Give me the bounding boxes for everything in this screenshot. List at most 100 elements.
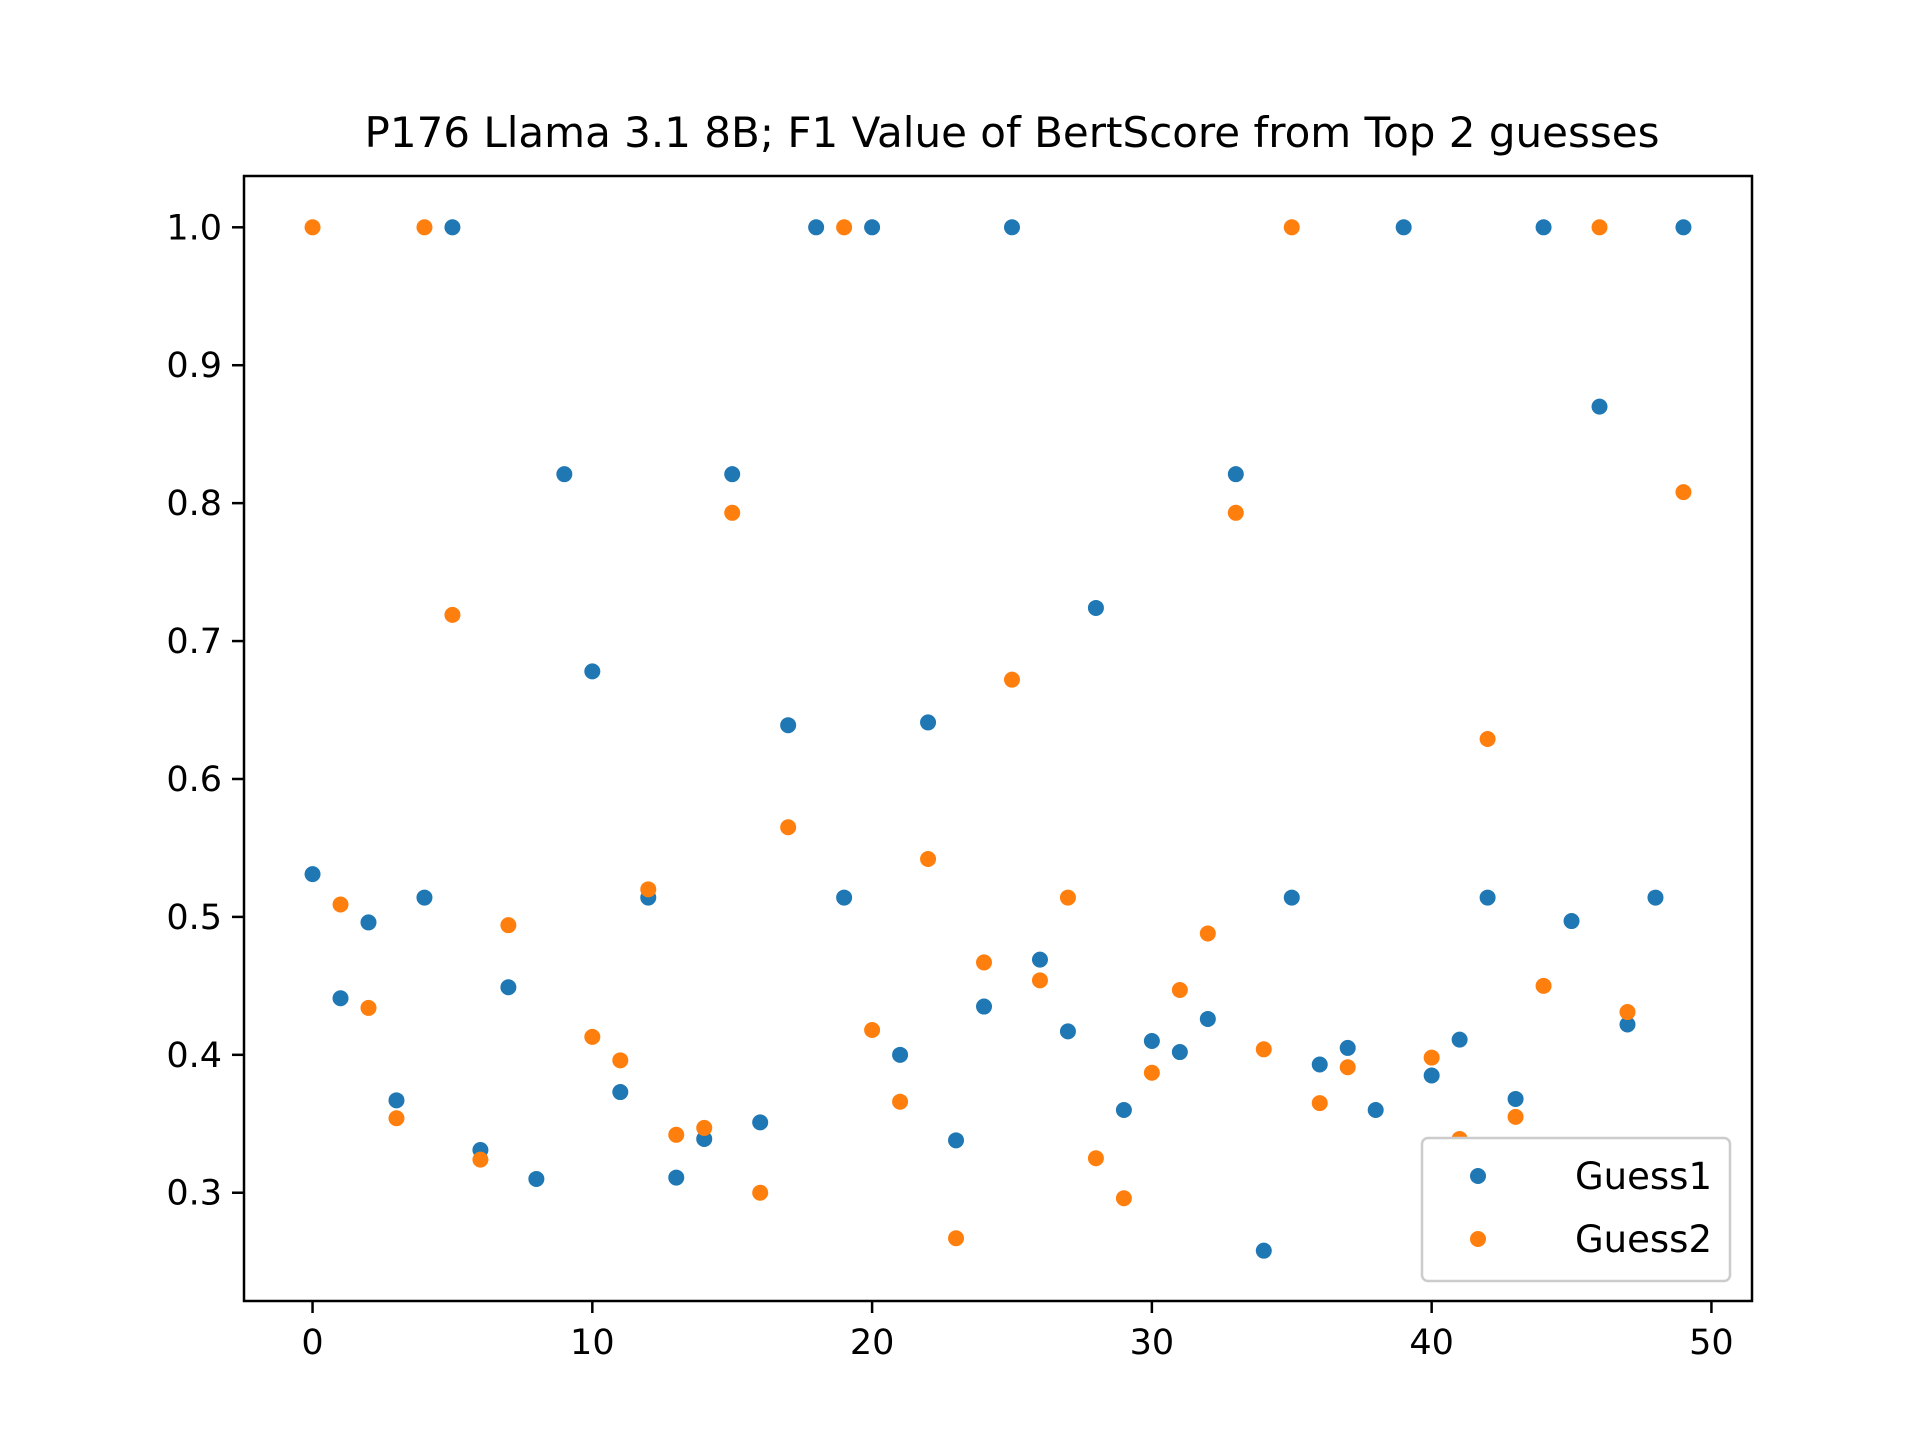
point-guess1-11 <box>612 1084 629 1101</box>
x-tick-label-10: 10 <box>570 1323 615 1363</box>
point-guess1-1 <box>332 990 349 1007</box>
point-guess1-19 <box>836 889 853 906</box>
point-guess1-30 <box>1143 1033 1160 1050</box>
point-guess2-35 <box>1423 1049 1440 1066</box>
point-guess2-1 <box>332 896 349 913</box>
legend-label-guess2: Guess2 <box>1575 1218 1712 1261</box>
point-guess2-39 <box>1535 977 1552 994</box>
point-guess1-46 <box>1591 398 1608 415</box>
point-guess1-40 <box>1423 1067 1440 1084</box>
point-guess1-32 <box>1199 1010 1216 1027</box>
point-guess1-24 <box>976 998 993 1015</box>
point-guess1-13 <box>668 1169 685 1186</box>
point-guess2-2 <box>360 999 377 1016</box>
point-guess1-4 <box>416 889 433 906</box>
point-guess2-20 <box>948 1230 965 1247</box>
point-guess1-43 <box>1507 1090 1524 1107</box>
point-guess2-31 <box>1255 1041 1272 1058</box>
point-guess2-14 <box>752 1184 769 1201</box>
point-guess2-37 <box>1479 730 1496 747</box>
point-guess1-48 <box>1647 889 1664 906</box>
y-tick-label-0: 0.3 <box>166 1174 222 1214</box>
point-guess1-29 <box>1115 1101 1132 1118</box>
point-guess1-33 <box>1227 466 1244 483</box>
point-guess2-17 <box>864 1021 881 1038</box>
point-guess2-40 <box>1591 219 1608 236</box>
point-guess2-6 <box>472 1151 489 1168</box>
y-tick-label-7: 1.0 <box>166 208 222 248</box>
plot-frame <box>242 174 1754 1303</box>
legend-marker-guess2 <box>1470 1231 1486 1247</box>
x-tick-label-30: 30 <box>1130 1323 1175 1363</box>
point-guess1-3 <box>388 1092 405 1109</box>
point-guess1-28 <box>1087 599 1104 616</box>
point-guess1-27 <box>1059 1023 1076 1040</box>
point-guess2-11 <box>668 1126 685 1143</box>
y-tick-label-4: 0.7 <box>166 622 222 662</box>
point-guess2-33 <box>1311 1095 1328 1112</box>
point-guess2-32 <box>1283 219 1300 236</box>
point-guess1-26 <box>1031 951 1048 968</box>
point-guess1-5 <box>444 219 461 236</box>
point-guess1-45 <box>1563 913 1580 930</box>
point-guess1-37 <box>1339 1039 1356 1056</box>
y-tick-label-2: 0.5 <box>166 898 222 938</box>
point-guess1-49 <box>1675 219 1692 236</box>
point-guess1-36 <box>1311 1056 1328 1073</box>
point-guess1-34 <box>1255 1242 1272 1259</box>
point-guess2-12 <box>696 1119 713 1136</box>
point-guess2-24 <box>1059 889 1076 906</box>
point-guess1-18 <box>808 219 825 236</box>
point-guess2-25 <box>1087 1150 1104 1167</box>
x-tick-label-0: 0 <box>301 1323 323 1363</box>
point-guess1-42 <box>1479 889 1496 906</box>
point-guess2-16 <box>836 219 853 236</box>
y-tick-label-1: 0.4 <box>166 1036 222 1076</box>
legend-label-guess1: Guess1 <box>1575 1155 1712 1198</box>
point-guess2-21 <box>976 954 993 971</box>
point-guess2-7 <box>500 917 517 934</box>
point-guess1-47 <box>1619 1016 1636 1033</box>
point-guess2-27 <box>1143 1064 1160 1081</box>
point-guess1-10 <box>584 663 601 680</box>
point-guess1-15 <box>724 466 741 483</box>
point-guess2-4 <box>416 219 433 236</box>
point-guess1-20 <box>864 219 881 236</box>
point-guess1-7 <box>500 979 517 996</box>
point-guess1-0 <box>304 866 321 883</box>
point-guess2-19 <box>920 850 937 867</box>
legend-marker-guess1 <box>1470 1168 1486 1184</box>
y-tick-label-5: 0.8 <box>166 484 222 524</box>
point-guess1-21 <box>892 1046 909 1063</box>
point-guess2-18 <box>892 1093 909 1110</box>
point-guess1-38 <box>1367 1101 1384 1118</box>
point-guess1-25 <box>1003 219 1020 236</box>
point-guess1-8 <box>528 1170 545 1187</box>
point-guess2-28 <box>1171 981 1188 998</box>
x-tick-label-40: 40 <box>1409 1323 1454 1363</box>
point-guess2-22 <box>1003 671 1020 688</box>
point-guess2-29 <box>1199 925 1216 942</box>
point-guess2-30 <box>1227 504 1244 521</box>
point-guess2-3 <box>388 1110 405 1127</box>
point-guess2-8 <box>584 1028 601 1045</box>
point-guess2-15 <box>780 819 797 836</box>
point-guess1-44 <box>1535 219 1552 236</box>
y-tick-label-3: 0.6 <box>166 760 222 800</box>
legend-box <box>1420 1136 1732 1283</box>
point-guess1-16 <box>752 1114 769 1131</box>
x-tick-label-20: 20 <box>850 1323 895 1363</box>
point-guess1-9 <box>556 466 573 483</box>
point-guess2-0 <box>304 219 321 236</box>
chart-title: P176 Llama 3.1 8B; F1 Value of BertScore… <box>365 108 1660 157</box>
y-tick-label-6: 0.9 <box>166 346 222 386</box>
points-layer <box>304 219 1692 1259</box>
y-axis: 0.3 0.4 0.5 0.6 0.7 0.8 0.9 1.0 <box>166 208 244 1214</box>
point-guess2-41 <box>1619 1004 1636 1021</box>
point-guess1-41 <box>1451 1031 1468 1048</box>
point-guess2-23 <box>1031 972 1048 989</box>
point-guess1-22 <box>920 714 937 731</box>
point-guess2-10 <box>640 881 657 898</box>
